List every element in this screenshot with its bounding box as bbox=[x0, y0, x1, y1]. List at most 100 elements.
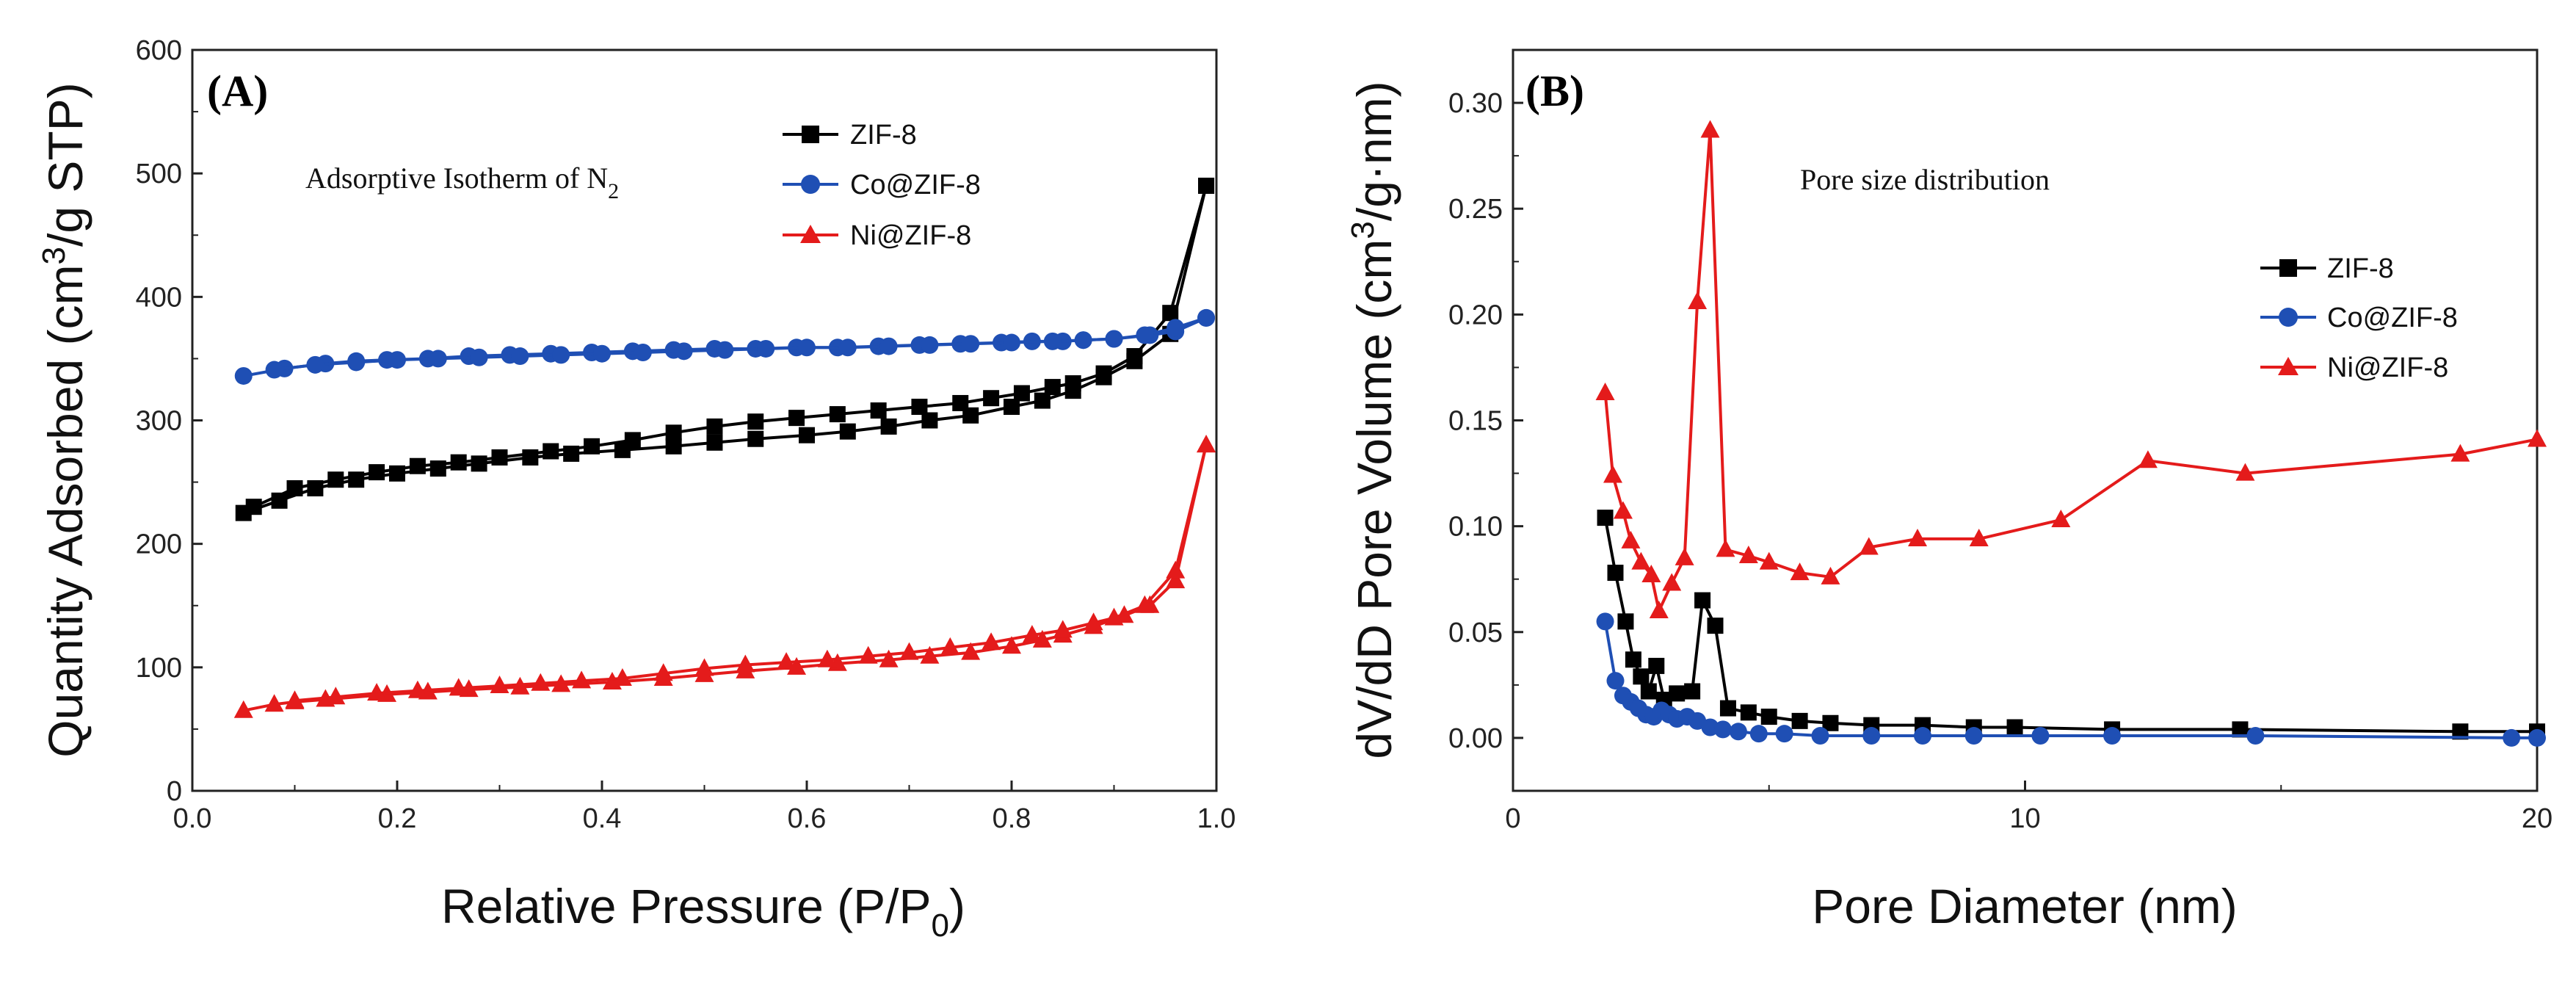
data-point bbox=[899, 642, 919, 660]
panel-b-legend-label-ni: Ni@ZIF-8 bbox=[2327, 352, 2448, 383]
y-tick-label: 300 bbox=[136, 406, 182, 437]
panel-a-legend-label-zif8: ZIF-8 bbox=[850, 120, 917, 151]
data-point bbox=[1790, 562, 1810, 581]
data-point bbox=[490, 676, 509, 694]
data-point bbox=[624, 432, 641, 449]
data-point bbox=[1914, 727, 1931, 745]
data-point bbox=[1003, 333, 1020, 352]
data-point bbox=[1791, 712, 1808, 729]
data-point bbox=[1719, 700, 1736, 717]
data-point bbox=[233, 700, 253, 718]
series-co-zif-8 bbox=[234, 308, 1216, 385]
data-point bbox=[612, 667, 632, 686]
data-point bbox=[757, 339, 775, 358]
data-point bbox=[2103, 727, 2122, 745]
panel-b: 0 10 20 0.00 0.05 0.10 0.15 0.20 0.25 0.30 (B) Po… bbox=[1345, 48, 2553, 933]
data-point bbox=[1759, 551, 1779, 570]
panel-b-series bbox=[1595, 120, 2547, 747]
data-point bbox=[584, 438, 601, 455]
data-point bbox=[1716, 539, 1735, 557]
y-tick-label: 200 bbox=[136, 529, 182, 560]
data-point bbox=[1084, 612, 1103, 631]
data-point bbox=[665, 438, 682, 455]
data-point bbox=[870, 402, 887, 419]
data-point bbox=[511, 347, 529, 366]
data-point bbox=[543, 443, 559, 460]
data-point bbox=[2450, 444, 2470, 462]
data-point bbox=[817, 649, 837, 667]
data-point bbox=[1740, 704, 1757, 721]
data-point bbox=[1964, 727, 1983, 745]
panel-b-legend-item-zif8: ZIF-8 bbox=[2260, 253, 2394, 284]
data-point bbox=[1197, 435, 1216, 453]
data-point bbox=[952, 394, 969, 411]
data-point bbox=[777, 652, 797, 670]
panel-a-ylabel: Quantity Adsorbed (cm3/g STP) bbox=[36, 82, 92, 758]
data-point bbox=[245, 499, 262, 515]
data-point bbox=[1621, 530, 1641, 549]
data-point bbox=[1162, 305, 1179, 322]
panel-b-legend-item-co: Co@ZIF-8 bbox=[2260, 303, 2458, 333]
data-point bbox=[285, 690, 305, 709]
y-tick-label: 500 bbox=[136, 159, 182, 189]
panel-b-annotation: Pore size distribution bbox=[1800, 163, 2050, 196]
data-point bbox=[706, 418, 723, 435]
data-point bbox=[1707, 618, 1724, 634]
x-tick-label: 0.4 bbox=[583, 803, 622, 834]
data-point bbox=[962, 335, 980, 353]
panel-b-ylabel: dV/dD Pore Volume (cm3/g·nm) bbox=[1345, 81, 1401, 759]
data-point bbox=[234, 366, 253, 385]
data-point bbox=[2235, 463, 2255, 481]
series-co-zif-8 bbox=[1596, 612, 2546, 747]
x-tick-label: 0.6 bbox=[788, 803, 827, 834]
data-point bbox=[1053, 620, 1073, 638]
data-point bbox=[286, 479, 303, 496]
data-point bbox=[388, 351, 406, 369]
data-point bbox=[1821, 566, 1840, 584]
data-point bbox=[1105, 330, 1123, 348]
data-point bbox=[799, 427, 815, 444]
data-point bbox=[798, 339, 816, 357]
data-point bbox=[265, 361, 283, 379]
data-point bbox=[2528, 728, 2546, 747]
panel-b-ticks: 0 10 20 0.00 0.05 0.10 0.15 0.20 0.25 0.30 bbox=[1448, 88, 2553, 834]
data-point bbox=[1074, 331, 1092, 350]
data-point bbox=[1811, 727, 1829, 745]
data-point bbox=[838, 339, 857, 357]
data-point bbox=[1167, 319, 1185, 337]
data-point bbox=[747, 430, 764, 447]
data-point bbox=[1749, 725, 1768, 743]
series-ni-zif-8 bbox=[1595, 120, 2547, 618]
data-point bbox=[653, 663, 673, 681]
data-point bbox=[2006, 719, 2023, 736]
data-point bbox=[788, 410, 805, 427]
data-point bbox=[982, 632, 1001, 651]
data-point bbox=[839, 423, 856, 440]
x-tick-label: 0.8 bbox=[993, 803, 1031, 834]
data-point bbox=[2246, 727, 2265, 745]
panel-b-frame bbox=[1512, 48, 2539, 792]
data-point bbox=[1603, 465, 1623, 483]
data-point bbox=[369, 464, 385, 481]
data-point bbox=[1044, 379, 1061, 396]
data-point bbox=[450, 454, 467, 471]
data-point bbox=[736, 654, 755, 673]
data-point bbox=[675, 342, 693, 361]
data-point bbox=[1729, 723, 1747, 741]
data-point bbox=[1606, 672, 1625, 690]
data-point bbox=[407, 680, 427, 698]
data-point bbox=[593, 344, 611, 363]
data-point bbox=[634, 344, 652, 362]
data-point bbox=[1640, 683, 1657, 700]
data-point bbox=[1095, 365, 1112, 382]
data-point bbox=[1022, 625, 1042, 643]
data-point bbox=[1166, 560, 1186, 579]
data-point bbox=[1859, 537, 1879, 555]
data-point bbox=[1613, 501, 1633, 519]
data-point bbox=[921, 412, 938, 429]
data-point bbox=[1597, 510, 1614, 526]
data-point bbox=[1633, 668, 1650, 685]
data-point bbox=[694, 658, 714, 676]
panel-a-legend-label-co: Co@ZIF-8 bbox=[850, 170, 981, 200]
panel-a-ticks: 0.0 0.2 0.4 0.6 0.8 1.0 0 100 200 300 400 500 600 bbox=[136, 35, 1236, 834]
